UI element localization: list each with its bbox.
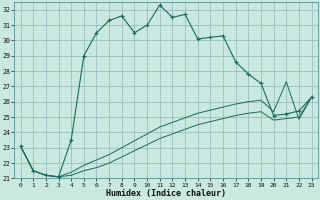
X-axis label: Humidex (Indice chaleur): Humidex (Indice chaleur) xyxy=(106,189,226,198)
